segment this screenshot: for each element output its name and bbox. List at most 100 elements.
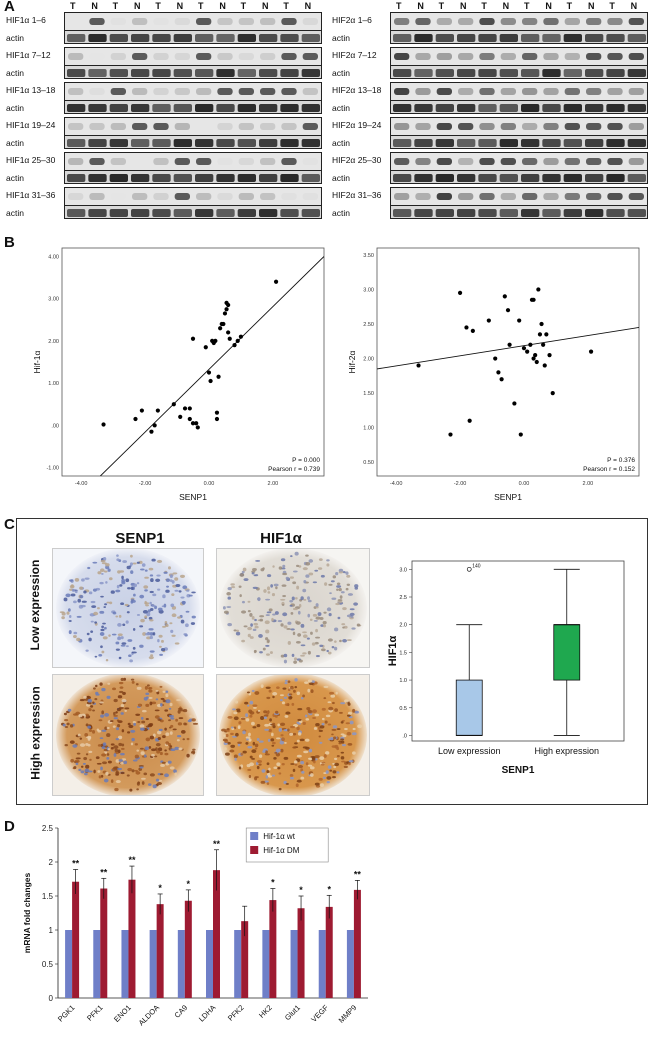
stain-dot bbox=[347, 743, 353, 746]
stain-dot bbox=[283, 756, 289, 760]
stain-dot bbox=[328, 613, 332, 617]
stain-dot bbox=[287, 688, 291, 692]
scatter-point bbox=[178, 414, 183, 419]
stain-dot bbox=[280, 654, 285, 658]
stain-dot bbox=[223, 734, 226, 737]
stain-dot bbox=[132, 759, 138, 762]
stain-dot bbox=[130, 678, 135, 681]
stain-dot bbox=[161, 761, 166, 764]
y-tick-label: 1.00 bbox=[363, 426, 374, 432]
stain-dot bbox=[151, 558, 156, 562]
stain-dot bbox=[160, 763, 165, 767]
stain-dot bbox=[307, 613, 311, 618]
lane-header: N bbox=[304, 1, 312, 11]
stain-dot bbox=[149, 590, 154, 594]
stain-dot bbox=[319, 725, 325, 729]
stain-dot bbox=[100, 568, 105, 573]
x-tick-label: 2.00 bbox=[583, 481, 594, 487]
stain-dot bbox=[296, 721, 300, 724]
stain-dot bbox=[227, 587, 232, 591]
stain-dot bbox=[261, 769, 266, 773]
stain-dot bbox=[113, 766, 118, 770]
stain-dot bbox=[300, 596, 304, 601]
scatter-point bbox=[536, 287, 541, 292]
stain-dot bbox=[115, 773, 119, 776]
stain-dot bbox=[121, 729, 125, 733]
category-label: ALDOA bbox=[137, 1003, 161, 1027]
ihc-senp1-low-image bbox=[52, 548, 204, 668]
stain-dot bbox=[186, 753, 190, 758]
stain-dot bbox=[148, 567, 154, 571]
stain-dot bbox=[251, 757, 256, 760]
stain-dot bbox=[79, 699, 85, 702]
stain-dot bbox=[117, 633, 123, 637]
stain-dot bbox=[222, 738, 228, 742]
stain-dot bbox=[297, 718, 302, 721]
stain-dot bbox=[305, 762, 309, 766]
stain-dot bbox=[347, 593, 354, 596]
stain-dot bbox=[251, 572, 255, 575]
lane-header: T bbox=[283, 1, 289, 11]
stain-dot bbox=[343, 765, 348, 769]
stain-dot bbox=[247, 600, 251, 603]
stain-dot bbox=[185, 610, 190, 613]
stain-dot bbox=[168, 566, 171, 570]
stain-dot bbox=[240, 717, 246, 720]
blot-label-r-5: HIF2α 25–30 bbox=[332, 155, 382, 165]
stain-dot bbox=[255, 761, 259, 766]
stain-dot bbox=[107, 748, 111, 751]
stain-dot bbox=[338, 571, 344, 574]
stain-dot bbox=[269, 718, 272, 722]
stain-dot bbox=[272, 691, 278, 696]
stain-dot bbox=[252, 586, 258, 589]
scatter-point bbox=[457, 290, 463, 296]
stain-dot bbox=[131, 769, 135, 773]
blot-label-r-4: HIF2α 19–24 bbox=[332, 120, 382, 130]
stain-dot bbox=[238, 585, 242, 588]
stain-dot bbox=[307, 764, 313, 767]
stain-dot bbox=[321, 717, 325, 721]
scatter-point bbox=[214, 410, 220, 415]
stain-dot bbox=[252, 567, 257, 572]
stain-dot bbox=[249, 700, 254, 705]
stain-dot bbox=[329, 691, 335, 695]
stain-dot bbox=[239, 594, 242, 598]
stain-dot bbox=[254, 743, 259, 748]
stain-dot bbox=[245, 713, 249, 718]
stain-dot bbox=[295, 640, 301, 644]
stain-dot bbox=[99, 581, 104, 585]
x-tick-label: 0.00 bbox=[204, 481, 215, 487]
stain-dot bbox=[126, 565, 131, 570]
stain-dot bbox=[189, 714, 194, 718]
stain-dot bbox=[190, 622, 196, 625]
stain-dot bbox=[101, 729, 107, 732]
stain-dot bbox=[282, 687, 287, 690]
stain-dot bbox=[277, 766, 281, 770]
y-tick-label: 0 bbox=[49, 994, 54, 1003]
stain-dot bbox=[264, 728, 270, 731]
annotation-p: P = 0.376 bbox=[607, 457, 635, 464]
stain-dot bbox=[120, 747, 125, 750]
stain-dot bbox=[115, 615, 119, 618]
stain-dot bbox=[308, 572, 314, 576]
lane-header: T bbox=[112, 1, 119, 11]
stain-dot bbox=[265, 775, 269, 779]
stain-dot bbox=[233, 716, 239, 721]
stain-dot bbox=[106, 753, 110, 756]
scatter-point bbox=[182, 406, 188, 411]
stain-dot bbox=[174, 746, 180, 751]
stain-dot bbox=[90, 630, 94, 633]
stain-dot bbox=[120, 712, 124, 715]
lane-header: N bbox=[460, 1, 467, 11]
y-tick-label: 1.0 bbox=[399, 678, 407, 684]
stain-dot bbox=[266, 770, 270, 774]
stain-dot bbox=[102, 622, 106, 625]
stain-dot bbox=[144, 576, 149, 579]
stain-dot bbox=[169, 702, 173, 707]
scatter-point bbox=[235, 338, 240, 343]
scatter-point bbox=[550, 390, 555, 396]
stain-dot bbox=[315, 636, 321, 639]
stain-dot bbox=[320, 763, 325, 766]
stain-dot bbox=[271, 617, 274, 622]
stain-dot bbox=[321, 722, 325, 726]
